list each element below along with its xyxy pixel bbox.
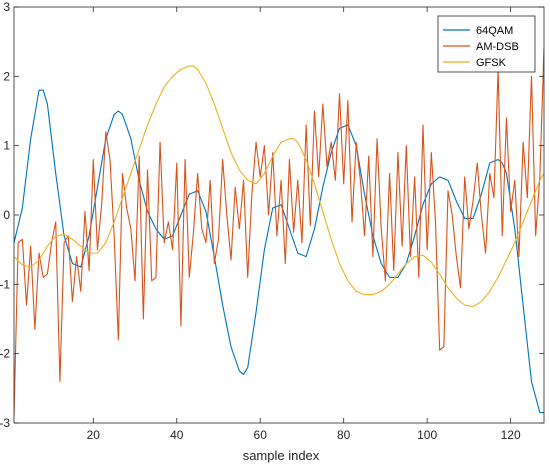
y-tick-label: 2 — [3, 69, 10, 83]
y-tick-label: 1 — [3, 139, 10, 153]
legend-label-am-dsb: AM-DSB — [476, 41, 519, 53]
series-line-gfsk — [14, 65, 544, 308]
axes: 20 40 60 80 100 120 -3 -2 -1 0 1 2 3 — [0, 0, 545, 442]
y-tick-label: -2 — [0, 347, 10, 361]
x-tick-label: 20 — [87, 428, 101, 442]
y-tick-label: -1 — [0, 277, 10, 291]
x-tick-label: 60 — [254, 428, 268, 442]
x-tick-label: 80 — [337, 428, 351, 442]
x-tick-label: 120 — [501, 428, 521, 442]
series-line-am-dsb — [14, 48, 544, 417]
plot-area — [14, 48, 544, 417]
x-tick-label: 40 — [170, 428, 184, 442]
y-tick-label: 0 — [3, 208, 10, 222]
legend: 64QAM AM-DSB GFSK — [437, 15, 536, 73]
y-tick-label: 3 — [3, 0, 10, 14]
legend-label-64qam: 64QAM — [476, 25, 513, 37]
legend-label-gfsk: GFSK — [476, 57, 507, 69]
series-line-64qam — [14, 89, 544, 414]
legend-box — [437, 15, 536, 73]
x-axis-title: sample index — [243, 448, 320, 463]
y-tick-label: -3 — [0, 416, 10, 430]
x-tick-label: 100 — [417, 428, 437, 442]
